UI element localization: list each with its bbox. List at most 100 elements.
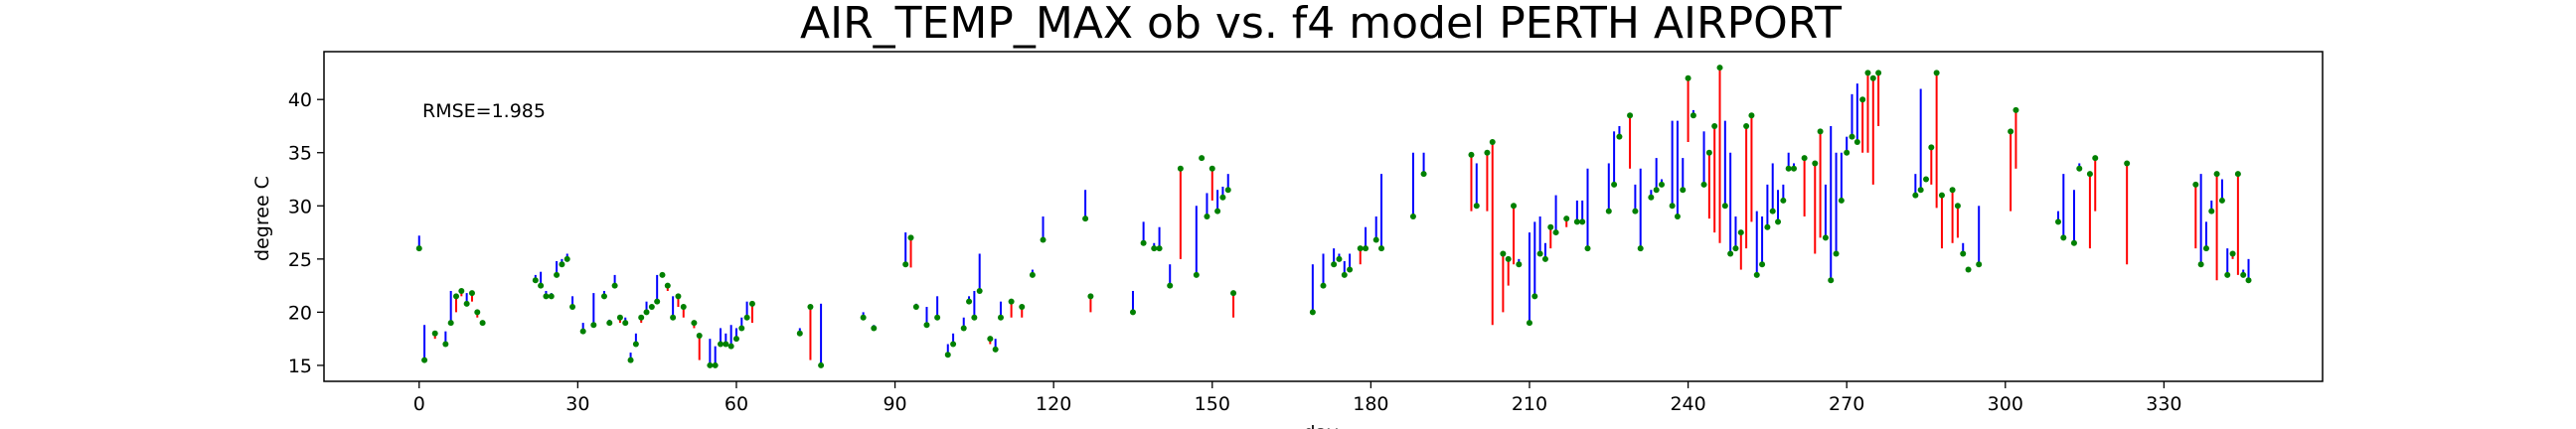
observation-point <box>707 361 714 368</box>
x-tick-label: 300 <box>1988 393 2023 415</box>
observation-point <box>796 330 803 337</box>
observation-point <box>923 322 930 329</box>
observation-point <box>1409 214 1416 219</box>
observation-point <box>643 309 650 316</box>
observation-point <box>987 336 994 343</box>
observation-point <box>1748 112 1755 119</box>
observation-point <box>732 336 739 343</box>
observation-point <box>559 261 565 268</box>
observation-point <box>1357 245 1364 252</box>
observation-point <box>1737 229 1744 236</box>
observation-point <box>2054 218 2061 225</box>
observation-point <box>606 320 613 327</box>
observation-point <box>1541 255 1548 262</box>
observation-point <box>1029 271 1036 278</box>
observation-point <box>1040 236 1046 243</box>
observation-point <box>696 332 703 339</box>
observation-point <box>2086 171 2093 178</box>
observation-point <box>818 361 825 368</box>
observation-point <box>1547 223 1554 230</box>
observation-point <box>997 314 1004 321</box>
observation-point <box>1648 194 1655 201</box>
observation-point <box>971 314 978 321</box>
observation-point <box>1838 197 1845 204</box>
chart-title: AIR_TEMP_MAX ob vs. f4 model PERTH AIRPO… <box>800 0 1842 49</box>
observation-point <box>1928 144 1935 151</box>
observation-point <box>1743 122 1750 129</box>
observation-point <box>1193 271 1200 278</box>
observation-point <box>1949 187 1956 194</box>
observation-point <box>590 322 597 329</box>
observation-point <box>2124 160 2131 167</box>
observation-point <box>548 293 555 300</box>
y-tick-label: 15 <box>288 356 312 377</box>
observation-point <box>718 341 724 348</box>
observation-point <box>1484 149 1491 156</box>
observation-point <box>748 300 755 307</box>
observation-point <box>654 298 661 305</box>
x-tick-label: 240 <box>1670 393 1705 415</box>
observation-point <box>2224 271 2231 278</box>
observation-point <box>1140 239 1147 246</box>
y-tick-label: 35 <box>288 143 312 165</box>
observation-point <box>1224 187 1231 194</box>
observation-point <box>1780 197 1787 204</box>
observation-point <box>2245 277 2252 284</box>
observation-point <box>1912 192 1919 199</box>
observation-point <box>807 304 814 311</box>
observation-point <box>1341 271 1348 278</box>
observation-point <box>532 277 539 284</box>
observation-point <box>1790 165 1797 172</box>
observation-point <box>2008 128 2014 135</box>
observation-point <box>554 271 561 278</box>
observation-point <box>1685 74 1691 81</box>
observation-point <box>458 287 465 294</box>
observation-point <box>1019 304 1026 311</box>
observation-point <box>2197 261 2204 268</box>
observation-point <box>1214 208 1221 214</box>
observation-point <box>1705 149 1712 156</box>
observation-point <box>1922 176 1929 183</box>
observation-point <box>1473 203 1480 210</box>
observation-point <box>1859 96 1866 103</box>
observation-point <box>1680 187 1687 194</box>
observation-point <box>1579 218 1586 225</box>
observation-point <box>2202 245 2209 252</box>
observation-point <box>1336 255 1343 262</box>
observation-point <box>1082 215 1089 222</box>
observation-point <box>1869 74 1876 81</box>
observation-point <box>1167 282 1174 289</box>
observation-point <box>632 341 639 348</box>
observation-point <box>1573 218 1580 225</box>
observation-point <box>468 290 475 297</box>
observation-point <box>1363 245 1369 252</box>
y-tick-label: 30 <box>288 196 312 217</box>
observation-point <box>1177 165 1184 172</box>
observation-point <box>2213 171 2220 178</box>
observation-point <box>738 325 745 332</box>
observation-point <box>638 314 645 321</box>
observation-point <box>538 282 545 289</box>
observation-point <box>1960 250 1967 257</box>
observation-point <box>860 314 867 321</box>
observation-point <box>2208 208 2215 214</box>
observation-point <box>1812 160 1819 167</box>
observation-point <box>564 255 570 262</box>
observation-point <box>421 357 428 363</box>
observation-point <box>447 320 454 327</box>
observation-point <box>543 293 550 300</box>
observation-point <box>675 293 682 300</box>
x-tick-label: 0 <box>413 393 425 415</box>
observation-point <box>1511 203 1518 210</box>
observation-point <box>1500 250 1507 257</box>
observation-point <box>1156 245 1163 252</box>
observation-point <box>871 325 878 332</box>
y-tick-label: 20 <box>288 302 312 324</box>
observation-point <box>966 298 973 305</box>
observation-point <box>1637 245 1644 252</box>
observation-point <box>431 330 438 337</box>
x-tick-label: 150 <box>1195 393 1230 415</box>
observation-point <box>1331 261 1338 268</box>
observation-point <box>1690 112 1696 119</box>
